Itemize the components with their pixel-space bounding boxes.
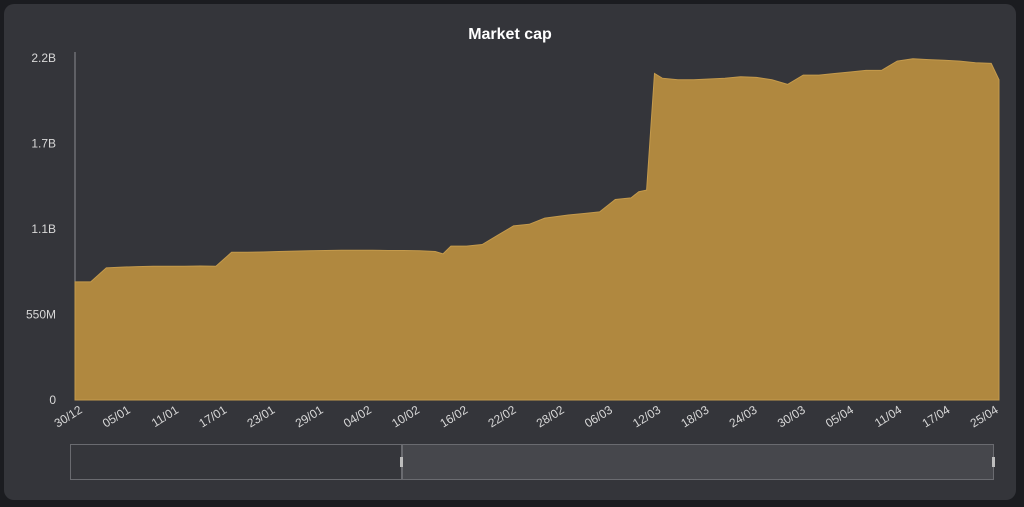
x-tick-label: 24/03	[727, 402, 760, 430]
x-tick-label: 17/04	[919, 402, 952, 430]
x-tick-label: 06/03	[582, 402, 615, 430]
x-tick-label: 16/02	[437, 402, 470, 430]
y-tick-label: 550M	[26, 308, 56, 322]
navigator-right-handle[interactable]	[992, 457, 995, 467]
x-tick-label: 17/01	[196, 402, 229, 430]
navigator-left-handle[interactable]	[400, 457, 403, 467]
chart-title: Market cap	[468, 26, 552, 43]
x-tick-label: 04/02	[341, 402, 374, 430]
x-tick-label: 05/04	[823, 402, 856, 430]
x-tick-label: 23/01	[245, 402, 278, 430]
y-tick-label: 1.1B	[31, 222, 56, 236]
y-tick-label: 2.2B	[31, 51, 56, 65]
x-tick-label: 18/03	[678, 402, 711, 430]
x-tick-label: 25/04	[968, 402, 1001, 430]
navigator-selected-range[interactable]	[402, 444, 994, 480]
y-tick-label: 1.7B	[31, 137, 56, 151]
market-cap-area	[74, 58, 1000, 401]
x-tick-label: 11/04	[872, 402, 904, 429]
x-tick-label: 28/02	[534, 402, 567, 430]
y-tick-label: 0	[49, 393, 56, 407]
x-tick-label: 11/01	[149, 402, 181, 429]
x-tick-label: 30/03	[775, 402, 808, 430]
x-tick-label: 10/02	[389, 402, 422, 430]
x-tick-label: 29/01	[293, 402, 326, 430]
navigator-unselected-range	[70, 444, 402, 480]
x-tick-label: 22/02	[486, 402, 519, 430]
range-navigator[interactable]	[70, 444, 995, 480]
x-tick-label: 12/03	[630, 402, 663, 430]
x-tick-label: 30/12	[52, 402, 85, 430]
x-tick-label: 05/01	[100, 402, 133, 430]
